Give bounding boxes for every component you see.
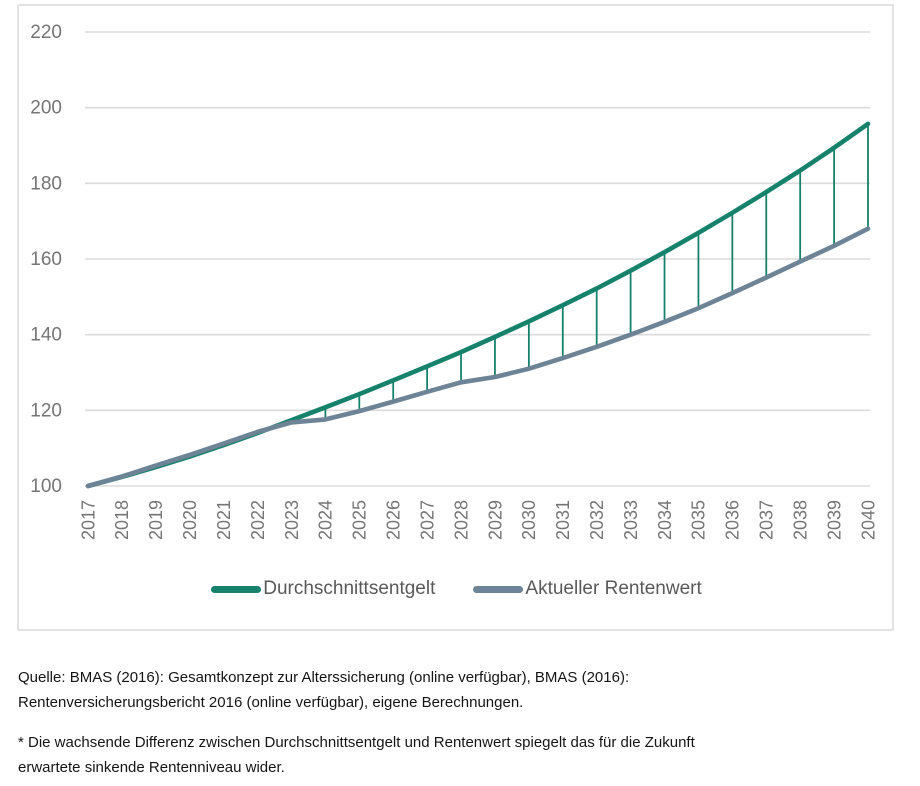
source-line-2: Rentenversicherungsbericht 2016 (online … [18,694,524,711]
source-line-1: Quelle: BMAS (2016): Gesamtkonzept zur A… [18,669,630,686]
legend-line-swatch-teal [211,585,262,593]
legend-label-durchschnittsentgelt: Durchschnittsentgelt [263,578,436,599]
legend-label-aktueller-rentenwert: Aktueller Rentenwert [525,578,702,599]
footnote: * Die wachsende Differenz zwischen Durch… [18,730,838,780]
legend-item-aktueller-rentenwert: Aktueller Rentenwert [473,578,702,600]
legend-line-swatch-bluegray [473,585,524,593]
chart-legend: Durchschnittsentgelt Aktueller Rentenwer… [18,572,895,606]
chart-card [17,4,894,631]
footnote-line-2: erwartete sinkende Rentenniveau wider. [18,759,285,776]
legend-item-durchschnittsentgelt: Durchschnittsentgelt [211,578,435,600]
source-note: Quelle: BMAS (2016): Gesamtkonzept zur A… [18,665,838,715]
footnote-line-1: * Die wachsende Differenz zwischen Durch… [18,734,695,751]
